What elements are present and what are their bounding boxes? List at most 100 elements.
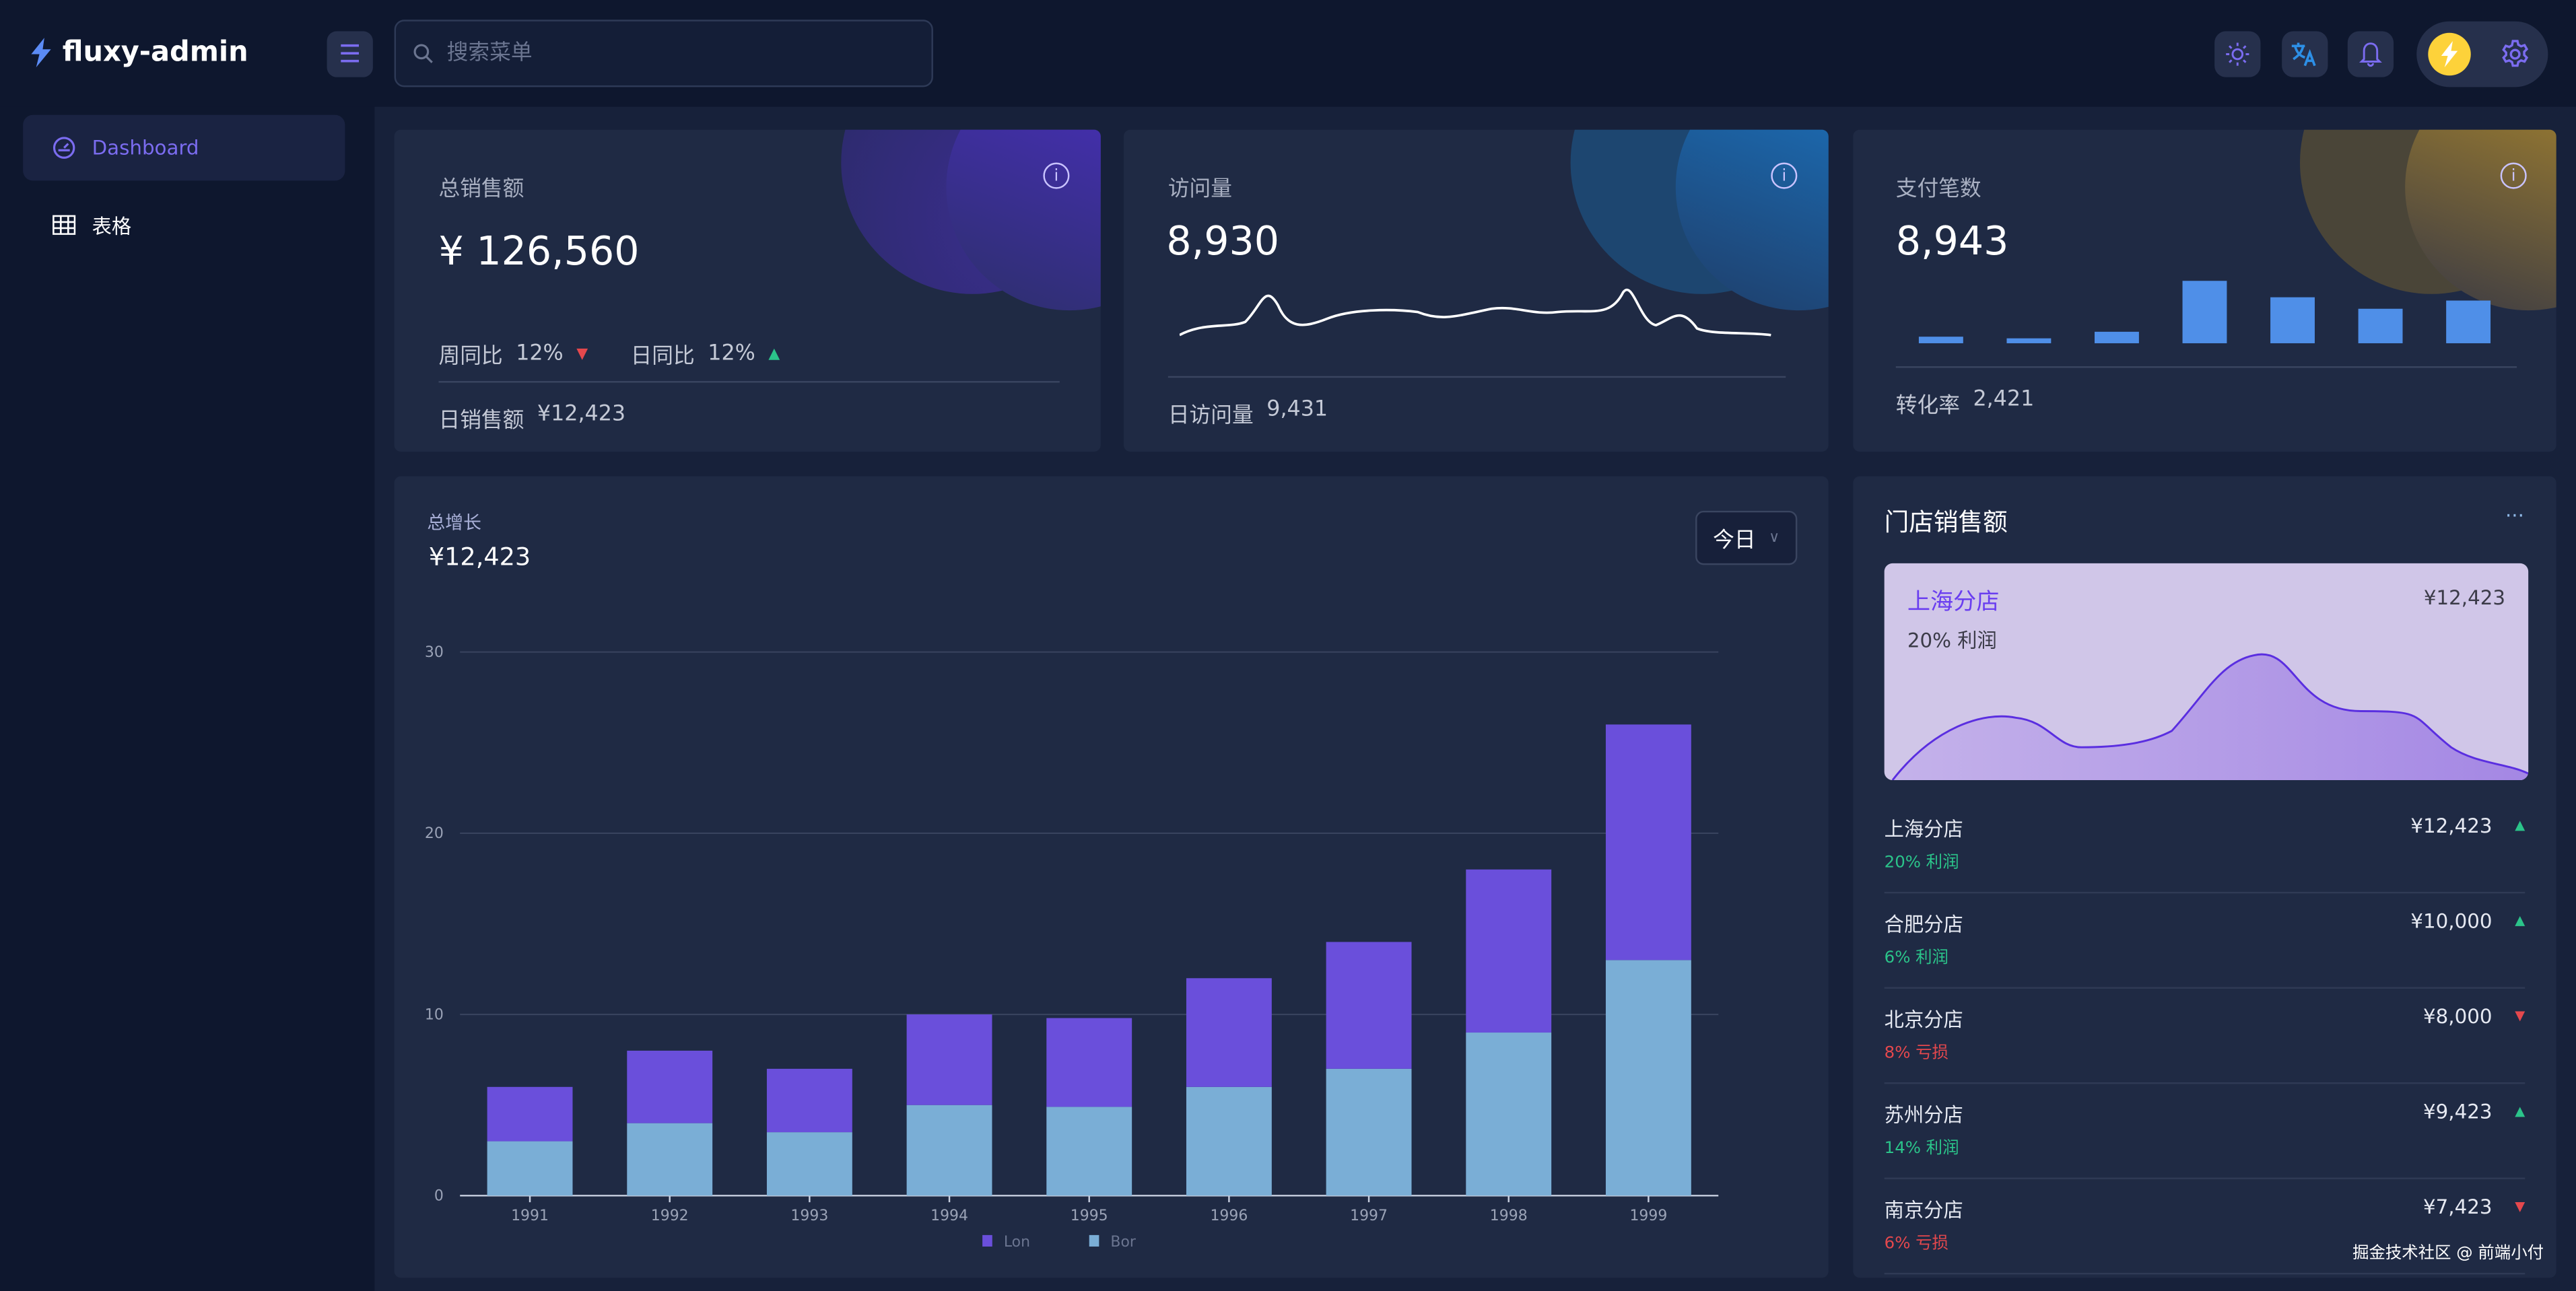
trend-down-icon: ▼ xyxy=(2515,1199,2526,1214)
card-footer: 日销售额 ¥12,423 xyxy=(438,403,625,433)
settings-button[interactable] xyxy=(2499,38,2532,77)
sidebar-item-table[interactable]: 表格 xyxy=(23,192,345,258)
search-input[interactable] xyxy=(446,41,907,66)
store-profit: 6% 亏损 xyxy=(1884,1234,1948,1253)
app-title: fluxy-admin xyxy=(62,36,248,69)
store-row[interactable]: 北京分店 8% 亏损 ¥8,000 ▼ xyxy=(1884,989,2526,1084)
x-tick-label: 1991 xyxy=(511,1208,549,1224)
sidebar-item-label: 表格 xyxy=(92,214,132,238)
payment-bar xyxy=(2095,331,2139,343)
notification-button[interactable] xyxy=(2347,31,2394,77)
search-box[interactable] xyxy=(394,20,933,88)
divider xyxy=(1167,376,1786,378)
week-value: 12% xyxy=(516,341,564,367)
bar-lon xyxy=(1046,1018,1132,1107)
sales-card: i 总销售额 ¥ 126,560 周同比 12% ▼ 日同比 12% ▲ 日销售… xyxy=(394,129,1101,452)
store-title: 门店销售额 xyxy=(1884,507,2008,537)
store-name: 合肥分店 xyxy=(1884,913,1963,936)
sidebar-item-label: Dashboard xyxy=(92,136,199,160)
footer-value: ¥12,423 xyxy=(537,402,626,427)
bar-bor xyxy=(1326,1068,1412,1196)
store-row[interactable]: 苏州分店 14% 利润 ¥9,423 ▲ xyxy=(1884,1084,2526,1179)
sun-icon xyxy=(2226,42,2249,66)
card-value: 8,930 xyxy=(1166,218,1280,265)
store-name: 上海分店 xyxy=(1884,818,1963,841)
bar-bor xyxy=(1046,1107,1132,1196)
payment-bar xyxy=(2446,300,2491,343)
store-value: ¥9,423 xyxy=(2423,1100,2493,1123)
stacked-bar-chart: 0 10 20 30 1991 1992 1993 1994 1995 1996 1997 1998 1… xyxy=(425,644,1719,1251)
trend-down-icon: ▼ xyxy=(576,345,588,363)
store-value: ¥8,000 xyxy=(2423,1005,2493,1028)
info-icon[interactable]: i xyxy=(2500,162,2527,189)
more-button[interactable]: ··· xyxy=(2505,504,2524,528)
store-profit: 8% 亏损 xyxy=(1884,1044,1948,1063)
sidebar-item-dashboard[interactable]: Dashboard xyxy=(23,114,345,181)
card-title: 访问量 xyxy=(1167,177,1233,203)
info-icon[interactable]: i xyxy=(1043,162,1070,189)
y-tick-label: 10 xyxy=(425,1006,444,1023)
legend-label: Bor xyxy=(1110,1234,1136,1251)
trend-up-icon: ▲ xyxy=(2515,1103,2526,1119)
store-name: 苏州分店 xyxy=(1884,1103,1963,1127)
footer-label: 日销售额 xyxy=(438,409,524,434)
growth-title: 总增长 xyxy=(427,512,481,534)
comparison-row: 周同比 12% ▼ 日同比 12% ▲ xyxy=(438,339,780,370)
period-value: 今日 xyxy=(1713,528,1756,554)
trend-down-icon: ▼ xyxy=(2515,1008,2526,1024)
x-tick-label: 1994 xyxy=(930,1208,968,1224)
bar-bor xyxy=(906,1105,992,1196)
avatar[interactable] xyxy=(2428,32,2471,76)
growth-card: 总增长 ¥12,423 今日 ∨ 0 10 20 30 1991 1992 1993 1994… xyxy=(394,476,1829,1278)
period-select[interactable]: 今日 ∨ xyxy=(1695,510,1798,565)
menu-toggle-button[interactable]: ☰ xyxy=(327,31,373,77)
growth-value: ¥12,423 xyxy=(428,542,531,572)
store-row[interactable]: 上海分店 20% 利润 ¥12,423 ▲ xyxy=(1884,798,2526,894)
payment-bar xyxy=(2182,281,2227,343)
card-title: 支付笔数 xyxy=(1895,177,1981,203)
bar-lon xyxy=(1326,942,1412,1069)
bar-lon xyxy=(627,1050,713,1123)
highlight-store[interactable]: 上海分店 ¥12,423 20% 利润 xyxy=(1884,563,2529,780)
footer-value: 2,421 xyxy=(1973,387,2035,413)
bell-icon xyxy=(2359,42,2382,67)
x-tick-label: 1998 xyxy=(1490,1208,1528,1224)
day-label: 日同比 xyxy=(630,345,695,370)
store-value: ¥10,000 xyxy=(2410,909,2493,933)
payment-bar xyxy=(2358,308,2403,343)
language-button[interactable] xyxy=(2282,31,2328,77)
lightning-icon xyxy=(2441,41,2458,68)
legend-label: Lon xyxy=(1004,1234,1030,1251)
store-profit: 14% 利润 xyxy=(1884,1140,1959,1158)
info-icon[interactable]: i xyxy=(1771,162,1798,189)
dashboard-icon xyxy=(53,137,75,159)
trend-up-icon: ▲ xyxy=(768,345,780,363)
chevron-down-icon: ∨ xyxy=(1769,529,1780,547)
bar-lon xyxy=(906,1014,992,1105)
user-settings-pill xyxy=(2416,21,2548,88)
x-tick-label: 1999 xyxy=(1629,1208,1667,1224)
visits-sparkline xyxy=(1179,289,1771,337)
payment-bar xyxy=(2270,297,2315,343)
sidebar: Dashboard 表格 xyxy=(0,106,375,1291)
table-icon xyxy=(53,215,76,235)
gear-icon xyxy=(2502,40,2529,67)
bar-bor xyxy=(1466,1033,1552,1196)
footer-value: 9,431 xyxy=(1266,397,1328,423)
store-row[interactable]: 南京分店 6% 亏损 ¥7,423 ▼ xyxy=(1884,1179,2526,1275)
payments-card: i 支付笔数 8,943 转化率 2,421 xyxy=(1853,129,2556,452)
watermark: 掘金技术社区 @ 前端小付 xyxy=(2352,1245,2544,1263)
logo[interactable]: fluxy-admin xyxy=(30,36,248,69)
legend-swatch xyxy=(1089,1234,1099,1247)
x-tick-label: 1993 xyxy=(790,1208,828,1224)
theme-toggle-button[interactable] xyxy=(2214,31,2261,77)
x-tick-label: 1996 xyxy=(1210,1208,1248,1224)
bar-bor xyxy=(487,1141,573,1196)
visits-card: i 访问量 8,930 日访问量 9,431 xyxy=(1123,129,1829,452)
store-area-chart xyxy=(1891,653,2529,780)
bar-bor xyxy=(627,1123,713,1196)
highlight-store-name: 上海分店 xyxy=(1907,589,2000,616)
store-row[interactable]: 合肥分店 6% 利润 ¥10,000 ▲ xyxy=(1884,893,2526,989)
bar-lon xyxy=(1605,724,1691,961)
divider xyxy=(438,381,1060,383)
